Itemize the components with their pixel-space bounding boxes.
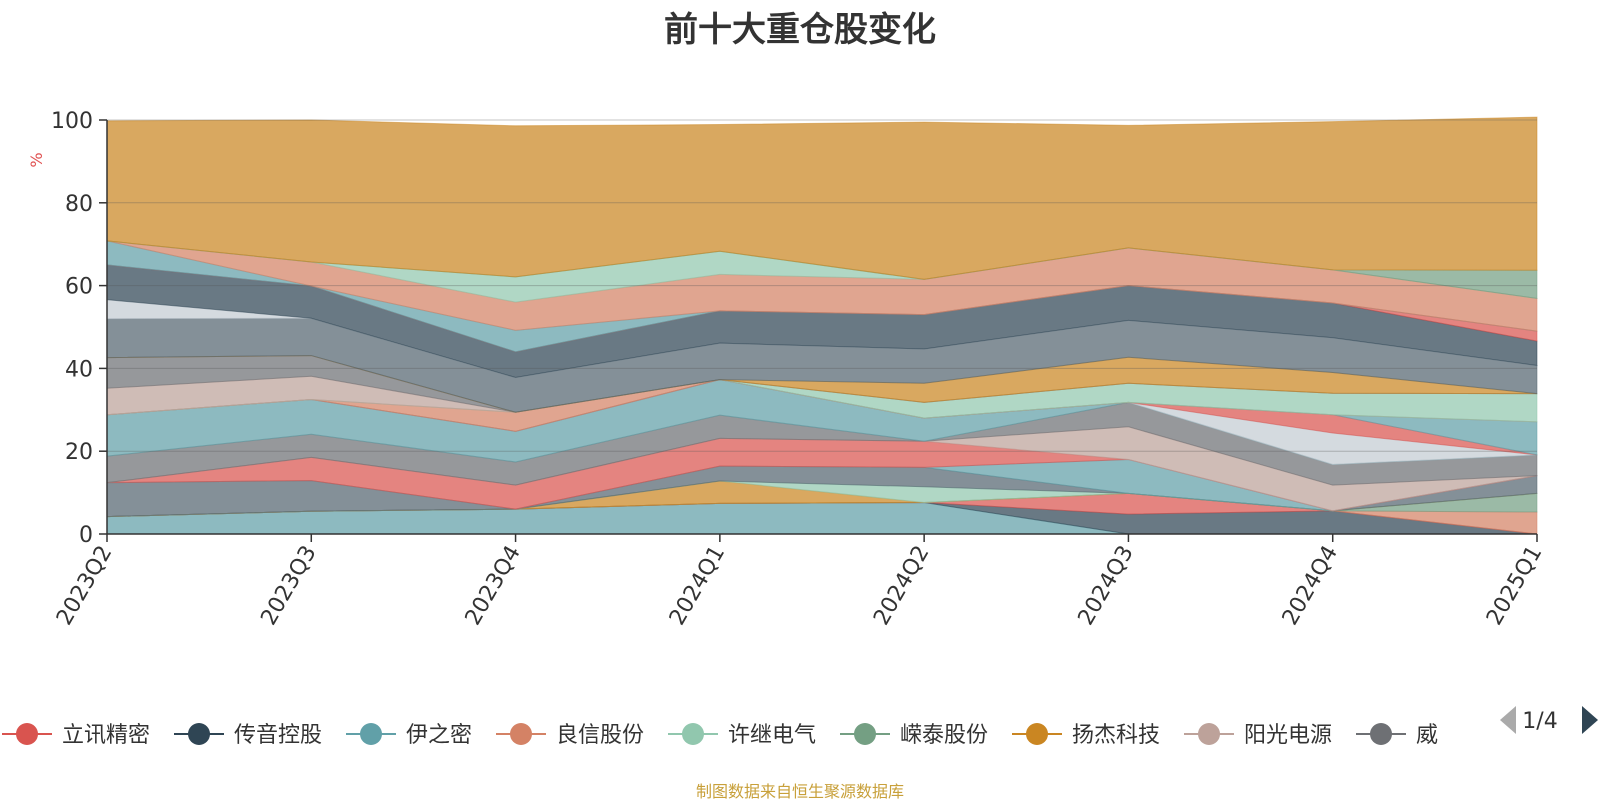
legend-marker-icon — [16, 723, 38, 745]
legend-page-indicator: 1/4 — [1522, 709, 1557, 734]
legend-label: 扬杰科技 — [1072, 723, 1160, 748]
legend-marker-icon — [682, 723, 704, 745]
legend-prev-icon[interactable] — [1500, 706, 1516, 734]
legend-item-5[interactable]: 嵘泰股份 — [840, 723, 988, 748]
y-tick-label-60: 60 — [65, 275, 93, 300]
area-layers — [106, 116, 1538, 535]
legend-next-icon[interactable] — [1582, 706, 1598, 734]
legend-item-4[interactable]: 许继电气 — [668, 723, 816, 748]
legend[interactable]: 立讯精密 传音控股 伊之密 良信股份 许继电气 嵘泰股份 扬杰科技 阳光电源 威 — [2, 723, 1438, 748]
y-tick-label-100: 100 — [51, 109, 93, 134]
legend-item-3[interactable]: 良信股份 — [496, 723, 644, 748]
x-tick-label-2025Q1: 2025Q1 — [1482, 542, 1547, 630]
y-tick-label-0: 0 — [79, 523, 93, 548]
legend-label: 立讯精密 — [62, 723, 150, 748]
legend-pager[interactable]: 1/4 — [1500, 706, 1598, 734]
legend-marker-icon — [1026, 723, 1048, 745]
x-tick-label-2024Q1: 2024Q1 — [665, 542, 730, 630]
legend-item-7[interactable]: 阳光电源 — [1184, 723, 1332, 748]
legend-marker-icon — [188, 723, 210, 745]
legend-label: 阳光电源 — [1244, 723, 1332, 748]
legend-marker-icon — [854, 723, 876, 745]
x-tick-label-2024Q3: 2024Q3 — [1074, 542, 1139, 630]
legend-label: 良信股份 — [556, 723, 644, 748]
y-tick-label-20: 20 — [65, 440, 93, 465]
chart-title: 前十大重仓股变化 — [664, 10, 936, 50]
legend-marker-icon — [360, 723, 382, 745]
x-tick-label-2024Q2: 2024Q2 — [869, 542, 934, 630]
legend-item-8[interactable]: 威 — [1356, 723, 1438, 748]
legend-item-1[interactable]: 传音控股 — [174, 723, 322, 748]
legend-item-6[interactable]: 扬杰科技 — [1012, 723, 1160, 748]
grid-lines — [107, 119, 1537, 452]
x-tick-label-2023Q2: 2023Q2 — [52, 542, 117, 630]
legend-label: 威 — [1416, 723, 1438, 748]
legend-label: 嵘泰股份 — [900, 723, 988, 748]
data-source-note: 制图数据来自恒生聚源数据库 — [695, 782, 904, 801]
y-tick-label-40: 40 — [65, 357, 93, 382]
legend-item-2[interactable]: 伊之密 — [346, 723, 472, 748]
y-axis-label: % — [27, 152, 46, 167]
x-tick-label-2023Q3: 2023Q3 — [256, 542, 321, 630]
y-tick-label-80: 80 — [65, 192, 93, 217]
area-layer-29 — [106, 116, 1538, 280]
x-tick-label-2024Q4: 2024Q4 — [1278, 542, 1343, 630]
legend-marker-icon — [510, 723, 532, 745]
legend-marker-icon — [1370, 723, 1392, 745]
legend-label: 许继电气 — [728, 723, 816, 748]
legend-label: 伊之密 — [406, 723, 472, 748]
legend-label: 传音控股 — [234, 723, 322, 748]
legend-item-0[interactable]: 立讯精密 — [2, 723, 150, 748]
legend-marker-icon — [1198, 723, 1220, 745]
x-tick-label-2023Q4: 2023Q4 — [461, 542, 526, 630]
